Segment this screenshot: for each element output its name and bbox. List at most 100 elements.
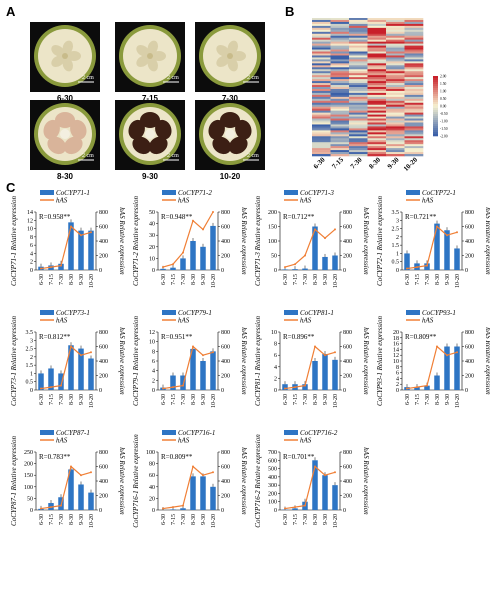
left-axis-label: CoCYP79-1 Relative expression (132, 316, 140, 406)
panel-a-label: A (6, 4, 15, 19)
left-tick-label: 14 (27, 210, 33, 216)
heatmap-cell (349, 134, 368, 136)
expression-bar (38, 373, 44, 390)
heatmap-cell (386, 48, 405, 50)
heatmap-cell (405, 65, 424, 67)
expression-bar (322, 475, 328, 510)
x-tick-label: 10-20 (89, 394, 95, 408)
heatmap-cell (405, 89, 424, 91)
x-tick-label: 8-30 (313, 274, 319, 285)
x-tick-label: 7-15 (171, 274, 177, 285)
heatmap-cell (368, 101, 387, 103)
has-point (202, 474, 204, 476)
heatmap-cell (368, 132, 387, 134)
expression-bar (180, 508, 186, 510)
heatmap-cell (368, 109, 387, 111)
heatmap-cell (405, 111, 424, 113)
heatmap-cell (386, 101, 405, 103)
left-tick-label: 0 (274, 268, 277, 274)
expression-bar (68, 222, 74, 270)
has-point (436, 226, 438, 228)
correlation-label: R=0.948** (161, 213, 193, 221)
heatmap-cell (405, 115, 424, 117)
has-point (50, 386, 52, 388)
heatmap-cell (349, 142, 368, 144)
left-tick-label: 12 (149, 330, 155, 336)
right-tick-label: 600 (221, 465, 230, 471)
legend-bar-swatch (406, 310, 420, 315)
heatmap-cell (368, 42, 387, 44)
left-tick-label: 20 (393, 330, 399, 336)
left-tick-label: 400 (268, 475, 277, 481)
expression-bar (78, 484, 84, 510)
heatmap-cell (368, 113, 387, 115)
left-tick-label: 0 (152, 508, 155, 514)
heatmap-cell (386, 89, 405, 91)
heatmap-cell (405, 138, 424, 140)
x-tick-label: 7-30 (425, 274, 431, 285)
legend-bar-swatch (406, 190, 420, 195)
right-tick-label: 600 (343, 345, 352, 351)
heatmap-cell (405, 152, 424, 154)
heatmap-cell (312, 148, 331, 150)
has-point (426, 265, 428, 267)
has-point (50, 266, 52, 268)
heatmap-cell (312, 22, 331, 24)
heatmap-cell (349, 67, 368, 69)
right-tick-label: 0 (99, 388, 102, 394)
heatmap-cell (405, 69, 424, 71)
legend-gradient (433, 114, 438, 116)
heatmap-cell (386, 46, 405, 48)
has-point (90, 351, 92, 353)
heatmap-cell (331, 36, 350, 38)
has-point (406, 388, 408, 390)
right-tick-label: 0 (343, 268, 346, 274)
heatmap-cell (368, 24, 387, 26)
heatmap-cell (386, 71, 405, 73)
has-point (192, 466, 194, 468)
x-tick-label: 10-20 (211, 394, 217, 408)
left-tick-label: 10 (149, 340, 155, 346)
left-axis-label: CoCYP716-1 Relative expression (132, 434, 140, 528)
x-tick-label: 7-15 (49, 514, 55, 525)
heatmap-cell (405, 136, 424, 138)
legend-gradient (433, 124, 438, 126)
legend-has-label: hAS (300, 317, 312, 325)
right-axis-label: hAS Relative expression (484, 207, 490, 275)
right-axis-label: hAS Relative expression (362, 327, 370, 395)
has-point (294, 506, 296, 508)
left-tick-label: 0 (396, 388, 399, 394)
heatmap-cell (312, 132, 331, 134)
x-tick-label: 9-30 (201, 514, 207, 525)
expression-bar (322, 257, 328, 270)
heatmap-cell (312, 154, 331, 156)
x-tick-label: 7-30 (181, 394, 187, 405)
heatmap-cell (312, 73, 331, 75)
right-tick-label: 600 (465, 225, 474, 231)
heatmap-cell (405, 134, 424, 136)
heatmap-cell (312, 61, 331, 63)
heatmap-cell (405, 93, 424, 95)
heatmap-cell (405, 50, 424, 52)
legend-gradient (433, 92, 438, 94)
heatmap-cell (368, 30, 387, 32)
heatmap-cell (386, 148, 405, 150)
legend-has-label: hAS (178, 437, 190, 445)
heatmap-cell (405, 113, 424, 115)
heatmap-cell (368, 32, 387, 34)
has-point (192, 220, 194, 222)
heatmap-cell (386, 119, 405, 121)
heatmap-cell (349, 150, 368, 152)
left-tick-label: 3.5 (392, 210, 400, 216)
heatmap-cell (386, 122, 405, 124)
heatmap-cell (368, 81, 387, 83)
correlation-label: R=0.783** (39, 453, 71, 461)
heatmap-cell (349, 148, 368, 150)
heatmap-cell (331, 65, 350, 67)
heatmap-cell (368, 138, 387, 140)
heatmap-cell (405, 121, 424, 123)
heatmap-cell (349, 42, 368, 44)
heatmap-cell (331, 30, 350, 32)
x-tick-label: 10-20 (211, 514, 217, 528)
